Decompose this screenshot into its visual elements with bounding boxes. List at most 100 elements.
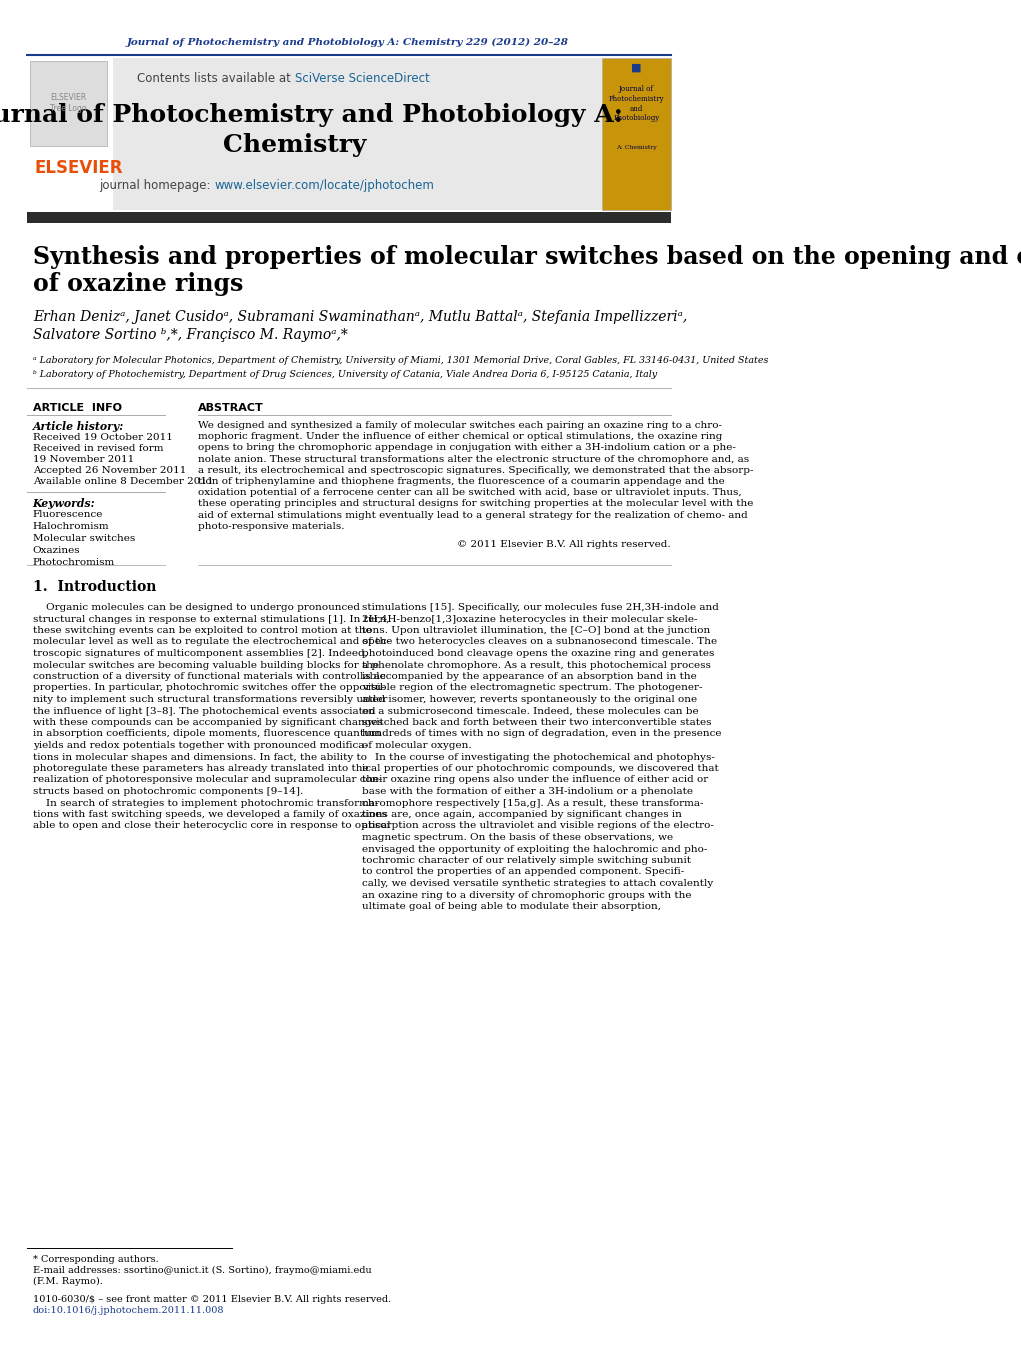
Bar — [602, 58, 671, 209]
Text: tions in molecular shapes and dimensions. In fact, the ability to: tions in molecular shapes and dimensions… — [33, 753, 367, 762]
Text: photoinduced bond cleavage opens the oxazine ring and generates: photoinduced bond cleavage opens the oxa… — [361, 648, 714, 658]
Text: on a submicrosecond timescale. Indeed, these molecules can be: on a submicrosecond timescale. Indeed, t… — [361, 707, 698, 716]
Text: Received 19 October 2011: Received 19 October 2011 — [33, 434, 173, 442]
Text: molecular level as well as to regulate the electrochemical and spec-: molecular level as well as to regulate t… — [33, 638, 390, 647]
Text: Salvatore Sortino ᵇ,*, Françisco M. Raymoᵃ,*: Salvatore Sortino ᵇ,*, Françisco M. Raym… — [33, 328, 347, 342]
Text: these operating principles and structural designs for switching properties at th: these operating principles and structura… — [198, 500, 753, 508]
Text: aid of external stimulations might eventually lead to a general strategy for the: aid of external stimulations might event… — [198, 511, 747, 520]
Text: construction of a diversity of functional materials with controllable: construction of a diversity of functiona… — [33, 671, 386, 681]
Text: tion of triphenylamine and thiophene fragments, the fluorescence of a coumarin a: tion of triphenylamine and thiophene fra… — [198, 477, 725, 486]
Text: structural changes in response to external stimulations [1]. In turn,: structural changes in response to extern… — [33, 615, 389, 624]
Text: journal homepage:: journal homepage: — [100, 178, 214, 192]
Text: Chemistry: Chemistry — [223, 132, 367, 157]
Text: a result, its electrochemical and spectroscopic signatures. Specifically, we dem: a result, its electrochemical and spectr… — [198, 466, 753, 474]
Text: 1.  Introduction: 1. Introduction — [33, 580, 156, 594]
Bar — [28, 58, 602, 209]
Text: tions are, once again, accompanied by significant changes in: tions are, once again, accompanied by si… — [361, 811, 681, 819]
Text: ELSEVIER
Tree Logo: ELSEVIER Tree Logo — [50, 93, 87, 112]
Text: structs based on photochromic components [9–14].: structs based on photochromic components… — [33, 788, 303, 796]
Text: cally, we devised versatile synthetic strategies to attach covalently: cally, we devised versatile synthetic st… — [361, 880, 713, 888]
Text: ABSTRACT: ABSTRACT — [198, 403, 263, 413]
Text: ARTICLE  INFO: ARTICLE INFO — [33, 403, 121, 413]
Text: the influence of light [3–8]. The photochemical events associated: the influence of light [3–8]. The photoc… — [33, 707, 376, 716]
Text: envisaged the opportunity of exploiting the halochromic and pho-: envisaged the opportunity of exploiting … — [361, 844, 707, 854]
Text: Molecular switches: Molecular switches — [33, 534, 135, 543]
Text: photo-responsive materials.: photo-responsive materials. — [198, 521, 344, 531]
Bar — [28, 58, 112, 209]
Text: 19 November 2011: 19 November 2011 — [33, 455, 134, 463]
Bar — [28, 212, 671, 223]
Text: switched back and forth between their two interconvertible states: switched back and forth between their tw… — [361, 717, 711, 727]
Text: In search of strategies to implement photochromic transforma-: In search of strategies to implement pho… — [33, 798, 378, 808]
Text: Photochromism: Photochromism — [33, 558, 115, 567]
Text: © 2011 Elsevier B.V. All rights reserved.: © 2011 Elsevier B.V. All rights reserved… — [457, 540, 671, 549]
Text: nity to implement such structural transformations reversibly under: nity to implement such structural transf… — [33, 694, 387, 704]
Text: Received in revised form: Received in revised form — [33, 444, 163, 453]
Text: www.elsevier.com/locate/jphotochem: www.elsevier.com/locate/jphotochem — [214, 178, 435, 192]
Text: ■: ■ — [631, 63, 642, 73]
Text: of molecular oxygen.: of molecular oxygen. — [361, 740, 472, 750]
Text: Accepted 26 November 2011: Accepted 26 November 2011 — [33, 466, 186, 476]
Text: troscopic signatures of multicomponent assemblies [2]. Indeed,: troscopic signatures of multicomponent a… — [33, 648, 368, 658]
Text: We designed and synthesized a family of molecular switches each pairing an oxazi: We designed and synthesized a family of … — [198, 422, 722, 430]
Text: is accompanied by the appearance of an absorption band in the: is accompanied by the appearance of an a… — [361, 671, 696, 681]
Text: to control the properties of an appended component. Specifi-: to control the properties of an appended… — [361, 867, 684, 877]
Text: oxidation potential of a ferrocene center can all be switched with acid, base or: oxidation potential of a ferrocene cente… — [198, 488, 741, 497]
Text: of oxazine rings: of oxazine rings — [33, 272, 243, 296]
Text: base with the formation of either a 3H-indolium or a phenolate: base with the formation of either a 3H-i… — [361, 788, 692, 796]
Text: chromophore respectively [15a,g]. As a result, these transforma-: chromophore respectively [15a,g]. As a r… — [361, 798, 703, 808]
Text: Oxazines: Oxazines — [33, 546, 81, 555]
Text: 1010-6030/$ – see front matter © 2011 Elsevier B.V. All rights reserved.: 1010-6030/$ – see front matter © 2011 El… — [33, 1296, 391, 1304]
Text: SciVerse ScienceDirect: SciVerse ScienceDirect — [295, 72, 430, 85]
Text: an oxazine ring to a diversity of chromophoric groups with the: an oxazine ring to a diversity of chromo… — [361, 890, 691, 900]
Text: Erhan Denizᵃ, Janet Cusidoᵃ, Subramani Swaminathanᵃ, Mutlu Battalᵃ, Stefania Imp: Erhan Denizᵃ, Janet Cusidoᵃ, Subramani S… — [33, 309, 687, 324]
Text: * Corresponding authors.: * Corresponding authors. — [33, 1255, 158, 1265]
Text: yields and redox potentials together with pronounced modifica-: yields and redox potentials together wit… — [33, 740, 368, 750]
Text: a phenolate chromophore. As a result, this photochemical process: a phenolate chromophore. As a result, th… — [361, 661, 711, 670]
Text: magnetic spectrum. On the basis of these observations, we: magnetic spectrum. On the basis of these… — [361, 834, 673, 842]
Bar — [30, 61, 107, 146]
Text: tions with fast switching speeds, we developed a family of oxazines: tions with fast switching speeds, we dev… — [33, 811, 387, 819]
Text: A: Chemistry: A: Chemistry — [616, 145, 657, 150]
Text: Article history:: Article history: — [33, 422, 124, 432]
Text: their oxazine ring opens also under the influence of either acid or: their oxazine ring opens also under the … — [361, 775, 708, 785]
Text: Keywords:: Keywords: — [33, 499, 95, 509]
Text: nolate anion. These structural transformations alter the electronic structure of: nolate anion. These structural transform… — [198, 454, 749, 463]
Text: Organic molecules can be designed to undergo pronounced: Organic molecules can be designed to und… — [33, 603, 359, 612]
Text: tochromic character of our relatively simple switching subunit: tochromic character of our relatively si… — [361, 857, 690, 865]
Text: able to open and close their heterocyclic core in response to optical: able to open and close their heterocycli… — [33, 821, 390, 831]
Text: photoregulate these parameters has already translated into the: photoregulate these parameters has alrea… — [33, 765, 369, 773]
Text: ated isomer, however, reverts spontaneously to the original one: ated isomer, however, reverts spontaneou… — [361, 694, 696, 704]
Text: Available online 8 December 2011: Available online 8 December 2011 — [33, 477, 213, 486]
Text: realization of photoresponsive molecular and supramolecular con-: realization of photoresponsive molecular… — [33, 775, 382, 785]
Text: visible region of the electromagnetic spectrum. The photogener-: visible region of the electromagnetic sp… — [361, 684, 702, 693]
Text: (F.M. Raymo).: (F.M. Raymo). — [33, 1277, 103, 1286]
Text: ical properties of our photochromic compounds, we discovered that: ical properties of our photochromic comp… — [361, 765, 719, 773]
Text: of the two heterocycles cleaves on a subnanosecond timescale. The: of the two heterocycles cleaves on a sub… — [361, 638, 717, 647]
Text: ᵃ Laboratory for Molecular Photonics, Department of Chemistry, University of Mia: ᵃ Laboratory for Molecular Photonics, De… — [33, 357, 768, 365]
Text: doi:10.1016/j.jphotochem.2011.11.008: doi:10.1016/j.jphotochem.2011.11.008 — [33, 1306, 225, 1315]
Text: opens to bring the chromophoric appendage in conjugation with either a 3H-indoli: opens to bring the chromophoric appendag… — [198, 443, 736, 453]
Text: these switching events can be exploited to control motion at the: these switching events can be exploited … — [33, 626, 372, 635]
Text: 2H,4H-benzo[1,3]oxazine heterocycles in their molecular skele-: 2H,4H-benzo[1,3]oxazine heterocycles in … — [361, 615, 697, 624]
Text: absorption across the ultraviolet and visible regions of the electro-: absorption across the ultraviolet and vi… — [361, 821, 714, 831]
Text: ELSEVIER: ELSEVIER — [34, 159, 123, 177]
Text: tons. Upon ultraviolet illumination, the [C–O] bond at the junction: tons. Upon ultraviolet illumination, the… — [361, 626, 710, 635]
Text: E-mail addresses: ssortino@unict.it (S. Sortino), fraymo@miami.edu: E-mail addresses: ssortino@unict.it (S. … — [33, 1266, 372, 1275]
Text: molecular switches are becoming valuable building blocks for the: molecular switches are becoming valuable… — [33, 661, 379, 670]
Text: Fluorescence: Fluorescence — [33, 509, 103, 519]
Text: Halochromism: Halochromism — [33, 521, 109, 531]
Text: Synthesis and properties of molecular switches based on the opening and closing: Synthesis and properties of molecular sw… — [33, 245, 1021, 269]
Text: with these compounds can be accompanied by significant changes: with these compounds can be accompanied … — [33, 717, 383, 727]
Text: in absorption coefficients, dipole moments, fluorescence quantum: in absorption coefficients, dipole momen… — [33, 730, 380, 739]
Text: ᵇ Laboratory of Photochemistry, Department of Drug Sciences, University of Catan: ᵇ Laboratory of Photochemistry, Departme… — [33, 370, 657, 380]
Text: In the course of investigating the photochemical and photophys-: In the course of investigating the photo… — [361, 753, 715, 762]
Text: properties. In particular, photochromic switches offer the opportu-: properties. In particular, photochromic … — [33, 684, 385, 693]
Text: ultimate goal of being able to modulate their absorption,: ultimate goal of being able to modulate … — [361, 902, 661, 911]
Text: Contents lists available at: Contents lists available at — [137, 72, 295, 85]
Text: Journal of
Photochemistry
and
Photobiology: Journal of Photochemistry and Photobiolo… — [609, 85, 665, 123]
Text: mophoric fragment. Under the influence of either chemical or optical stimulation: mophoric fragment. Under the influence o… — [198, 432, 722, 442]
Text: Journal of Photochemistry and Photobiology A:: Journal of Photochemistry and Photobiolo… — [0, 103, 624, 127]
Text: stimulations [15]. Specifically, our molecules fuse 2H,3H-indole and: stimulations [15]. Specifically, our mol… — [361, 603, 719, 612]
Text: Journal of Photochemistry and Photobiology A: Chemistry 229 (2012) 20–28: Journal of Photochemistry and Photobiolo… — [127, 38, 569, 46]
